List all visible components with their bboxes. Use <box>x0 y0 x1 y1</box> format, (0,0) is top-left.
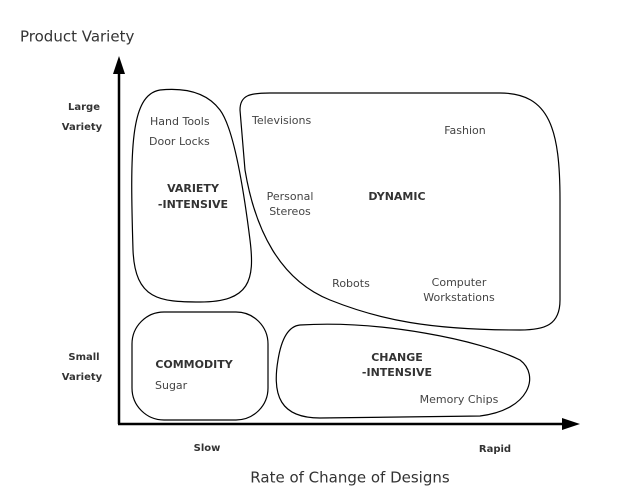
item: Personal <box>267 190 314 203</box>
item: Robots <box>332 277 370 290</box>
item: Fashion <box>444 124 486 137</box>
item: Stereos <box>269 205 311 218</box>
region-label: -INTENSIVE <box>158 198 228 211</box>
y-label: Large <box>68 102 100 113</box>
item: Door Locks <box>149 135 210 148</box>
region-outline <box>131 311 269 421</box>
x-arrow <box>562 418 580 430</box>
region-outline <box>275 323 531 419</box>
item: Computer <box>432 276 487 289</box>
y-arrow <box>113 56 125 74</box>
region-label: -INTENSIVE <box>362 366 432 379</box>
y-label: Variety <box>62 372 103 383</box>
y-axis-title: Product Variety <box>20 28 134 46</box>
y-label: Variety <box>62 122 103 133</box>
y-label: Small <box>68 352 99 363</box>
x-label: Rapid <box>479 444 511 455</box>
region-label: CHANGE <box>371 351 423 364</box>
region-outline <box>131 88 253 303</box>
x-axis-title: Rate of Change of Designs <box>250 469 450 487</box>
item: Workstations <box>423 291 495 304</box>
item: Hand Tools <box>150 115 210 128</box>
region-outline <box>239 92 561 331</box>
region-label: DYNAMIC <box>368 190 425 203</box>
item: Memory Chips <box>420 393 499 406</box>
item: Sugar <box>155 379 188 392</box>
region-label: VARIETY <box>167 182 220 195</box>
item: Televisions <box>251 114 311 127</box>
x-label: Slow <box>194 443 221 454</box>
region-label: COMMODITY <box>155 358 233 371</box>
